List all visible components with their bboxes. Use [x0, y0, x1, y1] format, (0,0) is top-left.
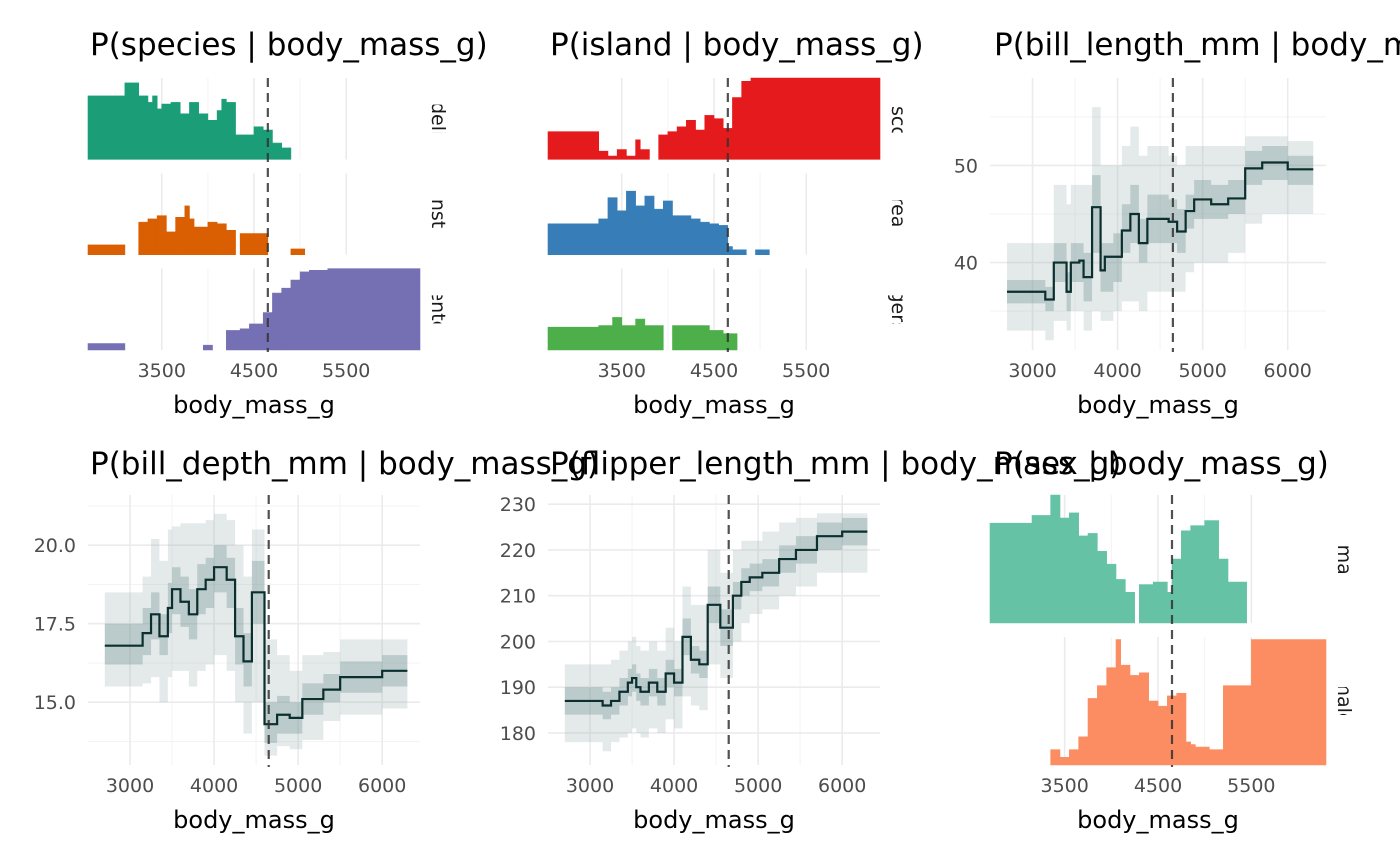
- gridlines: [990, 78, 1326, 350]
- x-tick-label: 3000: [566, 775, 614, 797]
- facet-strip-label: Gentoo: [427, 275, 449, 344]
- gridlines: [548, 495, 880, 765]
- panel-title: P(bill_depth_mm | body_mass_g): [90, 446, 599, 482]
- panel-species: P(species | body_mass_g) body_mass_g Adeli…: [87, 27, 488, 419]
- x-tick-label: 5000: [274, 775, 322, 797]
- x-tick-label: 3500: [598, 360, 646, 382]
- facet-strip-label: Torgersen: [887, 262, 909, 356]
- outer-interval-band: [104, 513, 408, 756]
- inner-interval-band: [564, 517, 868, 720]
- y-tick-label: 15.0: [34, 692, 76, 714]
- x-axis-label: body_mass_g: [173, 391, 335, 419]
- y-tick-label: 20.0: [34, 535, 76, 557]
- x-tick-label: 4000: [650, 775, 698, 797]
- panel-title: P(species | body_mass_g): [90, 27, 488, 63]
- facet-area-gentoo: [87, 268, 421, 351]
- x-axis-label: body_mass_g: [1077, 806, 1239, 834]
- x-axis-label: body_mass_g: [1077, 391, 1239, 419]
- facet-area-biscoe: [547, 77, 881, 160]
- panel-island: P(island | body_mass_g) body_mass_g Biscoe…: [547, 27, 924, 419]
- panel-sex: P(sex | body_mass_g) body_mass_g female mal…: [989, 446, 1355, 834]
- x-tick-label: 5500: [1227, 775, 1275, 797]
- facet-area-chinstrap: [87, 205, 306, 255]
- facet-strip-label: Dream: [887, 182, 909, 246]
- x-tick-label: 4500: [1134, 775, 1182, 797]
- y-tick-label: 17.5: [34, 614, 76, 636]
- y-tick-label: 50: [954, 155, 978, 177]
- y-tick-label: 220: [500, 540, 536, 562]
- x-tick-label: 3500: [1040, 775, 1088, 797]
- panel-title: P(sex | body_mass_g): [994, 446, 1329, 482]
- x-tick-label: 5500: [782, 360, 830, 382]
- x-tick-label: 3000: [1008, 360, 1056, 382]
- median-step-line: [564, 530, 868, 707]
- x-axis-label: body_mass_g: [173, 806, 335, 834]
- x-tick-label: 5000: [1178, 360, 1226, 382]
- facet-area-torgersen: [547, 317, 738, 351]
- x-tick-label: 6000: [1264, 360, 1312, 382]
- facet-area-adelie: [87, 82, 292, 160]
- y-tick-label: 200: [500, 631, 536, 653]
- facet-strip-label: Chinstrap: [427, 168, 449, 260]
- x-tick-label: 6000: [818, 775, 866, 797]
- y-tick-label: 230: [500, 494, 536, 516]
- panel-title: P(flipper_length_mm | body_mass_g): [550, 446, 1121, 482]
- median-step-line: [104, 566, 408, 726]
- x-tick-label: 4500: [230, 360, 278, 382]
- x-axis-label: body_mass_g: [633, 806, 795, 834]
- panel-bill_depth: P(bill_depth_mm | body_mass_g) body_mass_…: [34, 446, 599, 834]
- panel-title: P(island | body_mass_g): [550, 27, 924, 63]
- panel-flipper_length: P(flipper_length_mm | body_mass_g) body_m…: [500, 446, 1122, 834]
- gridlines: [88, 495, 420, 765]
- x-tick-label: 5000: [734, 775, 782, 797]
- x-tick-label: 5500: [322, 360, 370, 382]
- x-tick-label: 3500: [138, 360, 186, 382]
- outer-interval-band: [1007, 107, 1314, 341]
- facet-strip-label: Biscoe: [887, 88, 909, 150]
- facet-strip-label: female: [1333, 526, 1355, 592]
- y-tick-label: 40: [954, 253, 978, 275]
- x-tick-label: 3000: [106, 775, 154, 797]
- facet-area-dream: [547, 190, 770, 255]
- x-axis-label: body_mass_g: [633, 391, 795, 419]
- facet-strip-label: Adelie: [427, 89, 449, 148]
- x-tick-label: 4500: [690, 360, 738, 382]
- y-tick-label: 210: [500, 586, 536, 608]
- x-tick-label: 4000: [190, 775, 238, 797]
- panel-title: P(bill_length_mm | body_mass_g): [994, 27, 1400, 63]
- y-tick-label: 180: [500, 723, 536, 745]
- x-tick-label: 6000: [358, 775, 406, 797]
- median-step-line: [1007, 161, 1314, 301]
- x-tick-label: 4000: [1093, 360, 1141, 382]
- panel-bill_length: P(bill_length_mm | body_mass_g) body_mass…: [954, 27, 1400, 419]
- facet-strip-label: male: [1333, 677, 1355, 724]
- y-tick-label: 190: [500, 677, 536, 699]
- facet-area-male: [1050, 639, 1327, 766]
